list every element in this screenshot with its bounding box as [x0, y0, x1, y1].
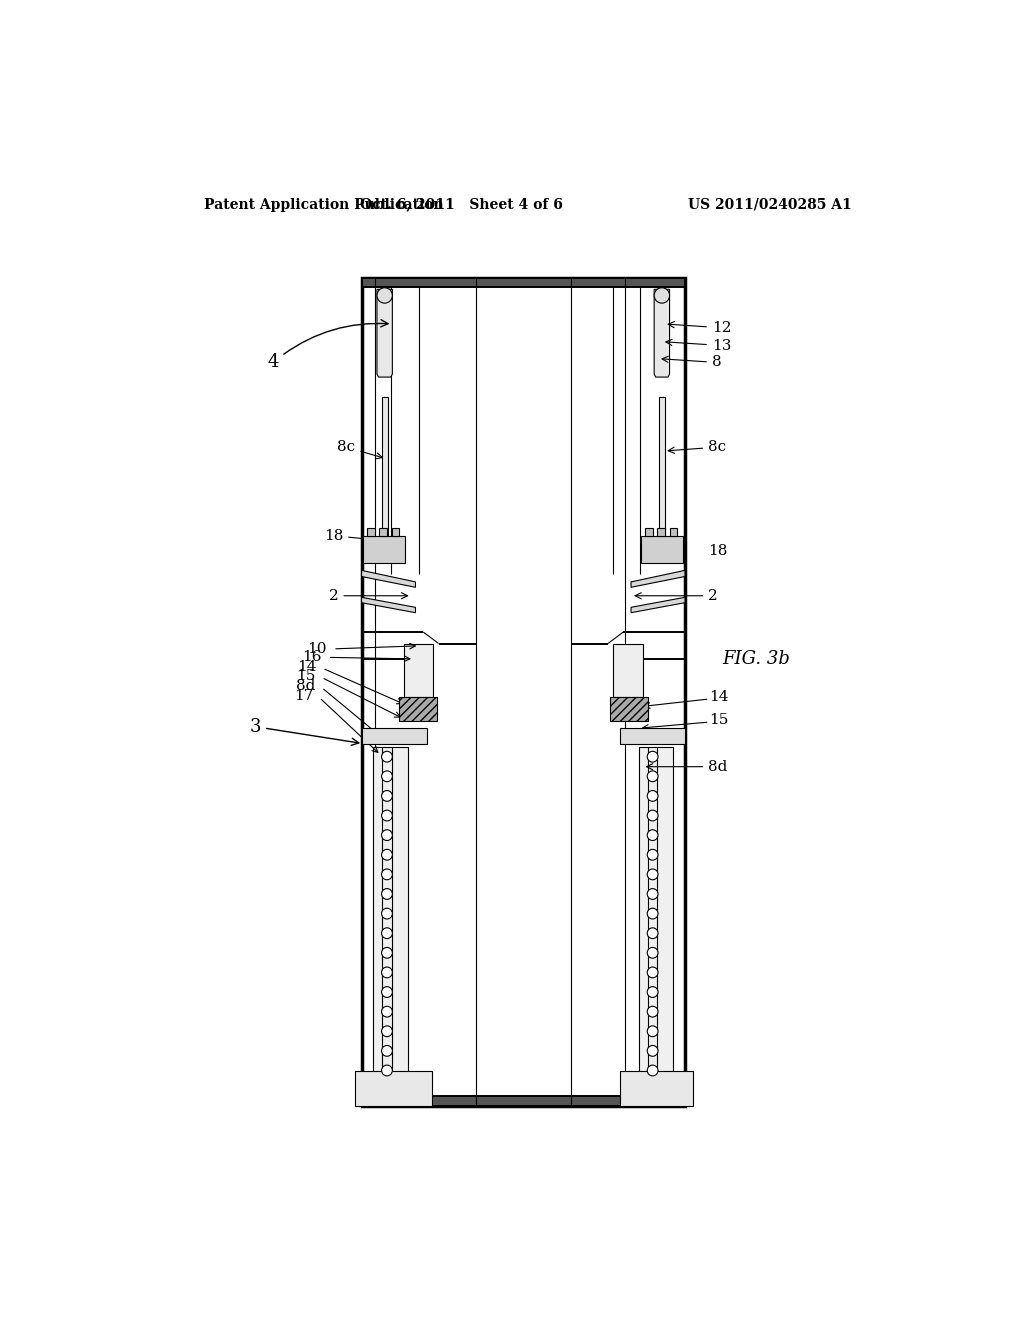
Bar [391, 528, 399, 536]
Bar [670, 528, 677, 536]
Circle shape [382, 888, 392, 899]
Circle shape [647, 810, 658, 821]
Text: 15: 15 [710, 714, 729, 727]
Circle shape [382, 1006, 392, 1016]
Circle shape [382, 1065, 392, 1076]
Text: 8c: 8c [337, 440, 382, 459]
Circle shape [382, 908, 392, 919]
Bar [373, 747, 408, 1096]
Circle shape [647, 791, 658, 801]
Text: 2: 2 [635, 589, 718, 603]
Bar [361, 729, 427, 743]
Text: 14: 14 [710, 690, 729, 705]
Bar [367, 528, 375, 536]
Bar [382, 397, 388, 536]
Text: 14: 14 [297, 660, 316, 673]
Bar [361, 277, 685, 1105]
Bar [620, 1071, 692, 1106]
Text: 2: 2 [329, 589, 408, 603]
Circle shape [647, 849, 658, 861]
Text: 12: 12 [669, 321, 731, 335]
Circle shape [382, 1045, 392, 1056]
Text: 8d: 8d [646, 760, 727, 774]
Text: 18: 18 [324, 529, 385, 543]
Bar [398, 697, 437, 721]
Bar [403, 644, 433, 697]
Circle shape [647, 1045, 658, 1056]
Circle shape [382, 968, 392, 978]
Polygon shape [654, 289, 670, 378]
Text: FIG. 3b: FIG. 3b [722, 649, 790, 668]
Text: 17: 17 [294, 689, 313, 702]
Circle shape [647, 1026, 658, 1036]
Circle shape [647, 830, 658, 841]
Circle shape [382, 810, 392, 821]
Circle shape [647, 1065, 658, 1076]
Text: 13: 13 [666, 338, 731, 352]
Circle shape [382, 869, 392, 879]
Bar [361, 277, 377, 1105]
Text: 8: 8 [663, 355, 722, 370]
Circle shape [647, 771, 658, 781]
Circle shape [647, 1006, 658, 1016]
Polygon shape [377, 289, 392, 378]
Circle shape [647, 968, 658, 978]
Bar [641, 536, 683, 562]
Bar [361, 1096, 685, 1106]
Bar [355, 1071, 432, 1106]
Text: US 2011/0240285 A1: US 2011/0240285 A1 [688, 198, 852, 211]
Circle shape [382, 751, 392, 762]
Circle shape [654, 288, 670, 304]
Bar [657, 528, 665, 536]
Bar [658, 397, 665, 536]
Bar [361, 277, 685, 286]
Circle shape [382, 830, 392, 841]
Text: 8c: 8c [669, 440, 726, 454]
Bar [364, 536, 406, 562]
Bar [670, 277, 685, 1105]
Circle shape [647, 908, 658, 919]
Circle shape [377, 288, 392, 304]
Circle shape [647, 869, 658, 879]
Polygon shape [361, 570, 416, 587]
Circle shape [647, 888, 658, 899]
Circle shape [647, 948, 658, 958]
Circle shape [647, 986, 658, 998]
Bar [645, 528, 652, 536]
Text: 4: 4 [267, 319, 388, 371]
Circle shape [382, 928, 392, 939]
Circle shape [647, 928, 658, 939]
Circle shape [382, 986, 392, 998]
Polygon shape [631, 597, 685, 612]
Bar [639, 747, 674, 1096]
Circle shape [647, 751, 658, 762]
Text: 3: 3 [250, 718, 358, 746]
Circle shape [382, 948, 392, 958]
Polygon shape [631, 570, 685, 587]
Circle shape [382, 771, 392, 781]
Circle shape [382, 849, 392, 861]
Text: 8d: 8d [296, 678, 315, 693]
Text: 10: 10 [307, 642, 327, 656]
Text: 16: 16 [302, 651, 322, 664]
Text: 18: 18 [708, 544, 727, 558]
Bar [379, 528, 387, 536]
Polygon shape [361, 597, 416, 612]
Text: 15: 15 [296, 669, 315, 682]
Bar [620, 729, 685, 743]
Text: Patent Application Publication: Patent Application Publication [204, 198, 443, 211]
Bar [613, 644, 643, 697]
Bar [609, 697, 648, 721]
Text: Oct. 6, 2011   Sheet 4 of 6: Oct. 6, 2011 Sheet 4 of 6 [360, 198, 563, 211]
Circle shape [382, 791, 392, 801]
Circle shape [382, 1026, 392, 1036]
